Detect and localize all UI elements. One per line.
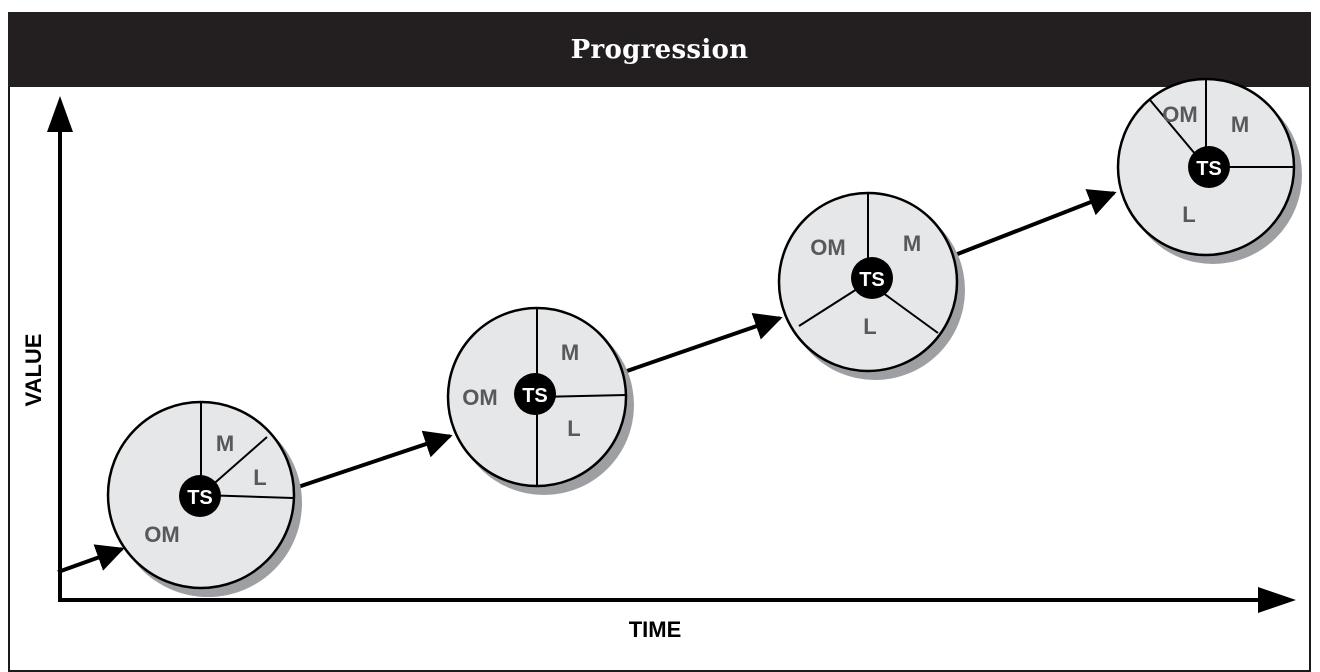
segment-label-l: L [1182, 202, 1195, 227]
center-label: TS [859, 269, 885, 291]
center-hub [1188, 146, 1230, 188]
progression-arrows [57, 189, 1117, 574]
y-axis-label: VALUE [21, 334, 46, 407]
segment-label-om: OM [810, 235, 845, 260]
center-hub [851, 257, 893, 299]
diagram-title: Progression [570, 34, 749, 65]
x-axis-label: TIME [629, 617, 682, 642]
stage-circle-2: M L OM TS [446, 306, 634, 495]
axes: TIME VALUE [21, 96, 1296, 642]
segment-label-m: M [561, 340, 579, 365]
segment-label-m: M [903, 231, 921, 256]
y-axis-arrowhead [47, 96, 73, 132]
segment-label-l: L [253, 465, 266, 490]
x-axis-arrowhead [1258, 587, 1296, 613]
stage-circle-4: M L OM TS [1116, 77, 1302, 264]
title-bar: Progression [8, 12, 1311, 87]
progression-diagram: TIME VALUE M L OM TS M L OM TS [21, 77, 1302, 642]
center-hub [179, 475, 221, 517]
arrow-2-to-3 [623, 313, 783, 374]
segment-label-om: OM [1162, 102, 1197, 127]
segment-label-om: OM [462, 385, 497, 410]
segment-label-m: M [1231, 112, 1249, 137]
stage-circle-1: M L OM TS [106, 400, 302, 597]
center-label: TS [1196, 158, 1222, 180]
segment-label-om: OM [144, 522, 179, 547]
arrow-3-to-4 [954, 189, 1117, 257]
segment-label-l: L [863, 314, 876, 339]
arrow-1-to-2 [291, 430, 453, 491]
segment-label-m: M [216, 431, 234, 456]
segment-label-l: L [567, 416, 580, 441]
arrow-start [57, 544, 125, 574]
center-hub [514, 373, 556, 415]
stage-circle-3: M L OM TS [777, 191, 965, 380]
center-label: TS [187, 487, 213, 509]
center-label: TS [522, 385, 548, 407]
